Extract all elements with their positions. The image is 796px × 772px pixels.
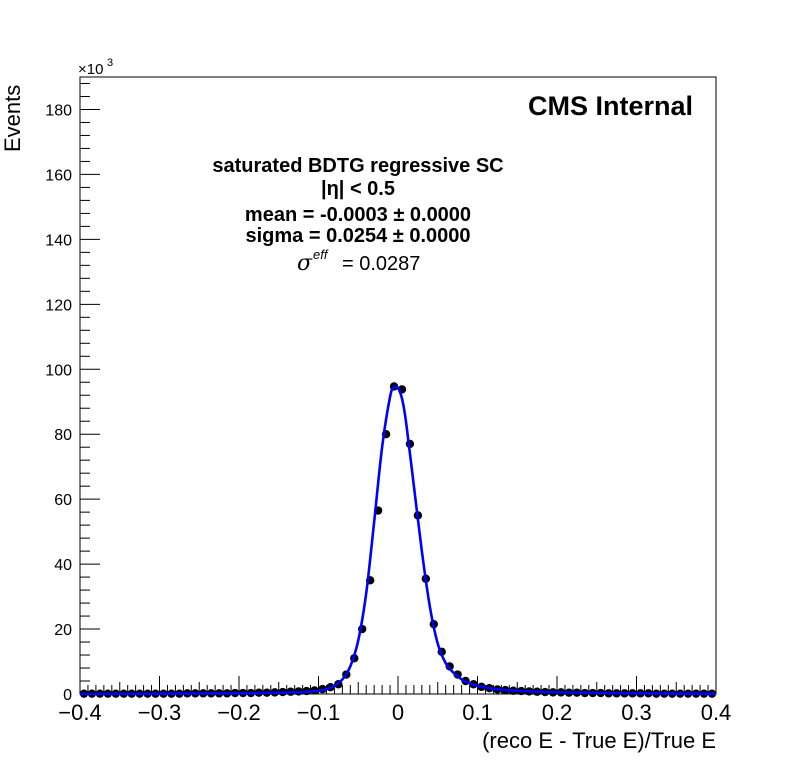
fit-curve bbox=[79, 385, 717, 696]
x-tick-label: −0.1 bbox=[297, 700, 340, 725]
x-tick-label: 0.2 bbox=[542, 700, 573, 725]
x-tick-label: 0.4 bbox=[701, 700, 732, 725]
sigma-eff-symbol: σ bbox=[297, 251, 313, 276]
x-tick-label: −0.3 bbox=[138, 700, 181, 725]
x-axis-title: (reco E - True E)/True E bbox=[482, 728, 716, 753]
x-tick-label: 0 bbox=[392, 700, 404, 725]
cms-internal-label: CMS Internal bbox=[528, 91, 693, 121]
x-axis: −0.4 −0.3 −0.2 −0.1 0 0.1 0.2 0.3 0.4 bbox=[58, 676, 731, 725]
y-axis-title: Events bbox=[0, 85, 25, 152]
series-layer bbox=[79, 382, 717, 698]
annotation-line1: saturated BDTG regressive SC bbox=[212, 155, 503, 177]
y-multiplier-label: ×10 bbox=[78, 61, 103, 78]
y-tick-label: 120 bbox=[45, 297, 72, 314]
y-multiplier-exponent: 3 bbox=[107, 57, 113, 69]
x-tick-label: 0.3 bbox=[621, 700, 652, 725]
y-tick-label: 0 bbox=[63, 687, 72, 704]
annotation-line4: sigma = 0.0254 ± 0.0000 bbox=[245, 225, 470, 247]
x-tick-label: 0.1 bbox=[462, 700, 493, 725]
y-tick-label: 180 bbox=[45, 102, 72, 119]
y-tick-label: 140 bbox=[45, 232, 72, 249]
sigma-eff-value: = 0.0287 bbox=[342, 253, 420, 275]
y-tick-label: 40 bbox=[54, 557, 72, 574]
y-tick-label: 100 bbox=[45, 362, 72, 379]
annotation-line2: |η| < 0.5 bbox=[321, 178, 395, 200]
sigma-eff-superscript: eff bbox=[313, 247, 329, 262]
annotation-line3: mean = -0.0003 ± 0.0000 bbox=[245, 204, 471, 226]
x-tick-label: −0.2 bbox=[217, 700, 260, 725]
y-tick-label: 80 bbox=[54, 427, 72, 444]
y-tick-label: 60 bbox=[54, 492, 72, 509]
y-tick-label: 20 bbox=[54, 622, 72, 639]
x-tick-label: −0.4 bbox=[58, 700, 101, 725]
y-axis: 0 20 40 60 80 100 120 140 160 180 bbox=[45, 82, 100, 704]
y-tick-label: 160 bbox=[45, 167, 72, 184]
